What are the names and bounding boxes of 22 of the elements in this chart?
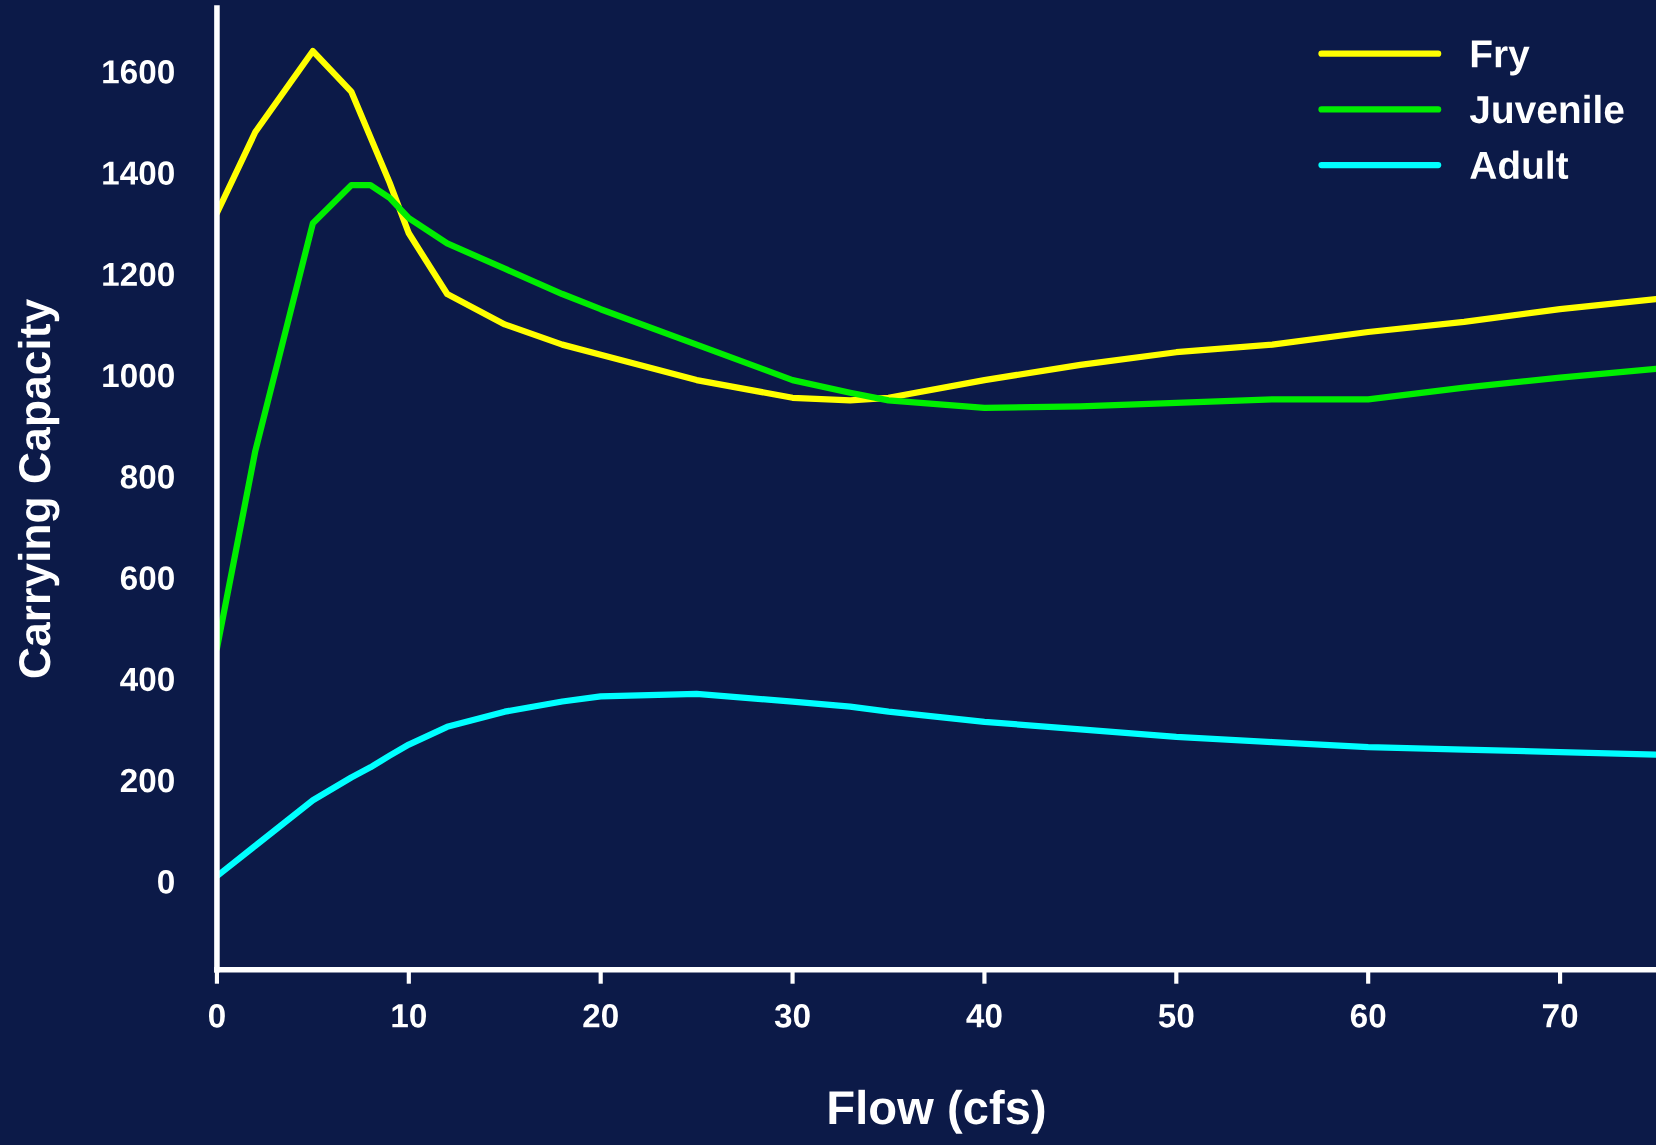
x-tick-label: 40: [966, 1004, 1002, 1028]
y-tick-label: 1200: [103, 262, 174, 287]
y-tick-label: 1400: [103, 161, 174, 185]
y-tick-label: 600: [120, 566, 174, 590]
y-tick-label: 1000: [103, 363, 174, 388]
legend-label: Adult: [1470, 150, 1569, 180]
y-tick-label: 1600: [103, 60, 174, 84]
x-tick-label: 60: [1350, 1004, 1386, 1028]
legend-label: Juvenile: [1469, 94, 1624, 124]
y-tick-label: 400: [120, 667, 174, 692]
y-axis-title: Carrying Capacity: [17, 298, 60, 678]
x-tick-label: 0: [208, 1004, 225, 1028]
x-tick-label: 70: [1542, 1004, 1578, 1028]
x-axis-title: Flow (cfs): [829, 1089, 1045, 1134]
legend-label: Fry: [1471, 40, 1530, 76]
y-tick-label: 200: [120, 768, 174, 793]
x-tick-label: 10: [392, 1004, 426, 1028]
x-tick-label: 50: [1158, 1004, 1194, 1028]
x-tick-label: 30: [774, 1004, 810, 1028]
y-tick-label: 0: [158, 870, 174, 894]
y-tick-label: 800: [120, 465, 174, 489]
x-tick-label: 20: [583, 1004, 618, 1028]
